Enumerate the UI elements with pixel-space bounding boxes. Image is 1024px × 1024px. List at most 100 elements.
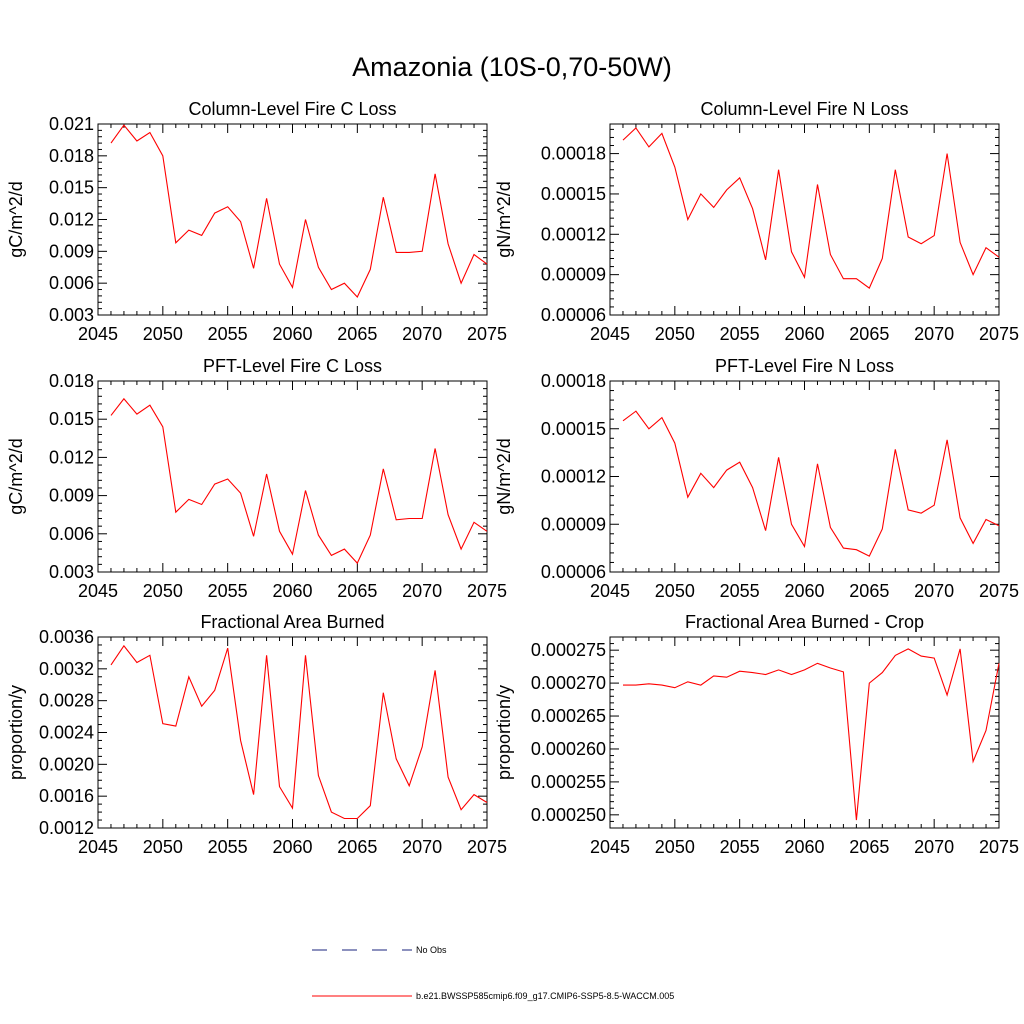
data-point bbox=[959, 241, 961, 243]
legend-no-obs-label: No Obs bbox=[416, 945, 447, 955]
x-tick-label: 2060 bbox=[272, 581, 312, 601]
data-point bbox=[933, 234, 935, 236]
y-tick-label: 0.015 bbox=[49, 178, 94, 198]
data-point bbox=[421, 746, 423, 748]
x-tick-label: 2060 bbox=[272, 324, 312, 344]
data-point bbox=[790, 251, 792, 253]
data-point bbox=[972, 760, 974, 762]
data-point bbox=[985, 247, 987, 249]
data-point bbox=[674, 687, 676, 689]
x-tick-label: 2065 bbox=[849, 581, 889, 601]
x-tick-label: 2070 bbox=[914, 324, 954, 344]
data-point bbox=[304, 654, 306, 656]
x-tick-label: 2055 bbox=[720, 581, 760, 601]
x-tick-label: 2050 bbox=[655, 581, 695, 601]
legend-model-label: b.e21.BWSSP585cmip6.f09_g17.CMIP6-SSP5-8… bbox=[416, 991, 674, 1001]
data-point bbox=[395, 519, 397, 521]
y-tick-label: 0.018 bbox=[49, 146, 94, 166]
data-point bbox=[920, 655, 922, 657]
data-point bbox=[434, 447, 436, 449]
data-point bbox=[959, 517, 961, 519]
y-axis-label: proportion/y bbox=[6, 685, 26, 780]
data-point bbox=[214, 483, 216, 485]
data-point bbox=[829, 526, 831, 528]
data-point bbox=[421, 517, 423, 519]
series-line bbox=[622, 127, 1000, 289]
data-point bbox=[661, 684, 663, 686]
y-axis-label: proportion/y bbox=[494, 685, 514, 780]
y-tick-label: 0.0020 bbox=[39, 754, 94, 774]
y-tick-label: 0.00006 bbox=[541, 562, 606, 582]
series-line bbox=[110, 397, 488, 565]
panel-title: Fractional Area Burned - Crop bbox=[685, 612, 924, 632]
data-point bbox=[265, 654, 267, 656]
data-point bbox=[816, 183, 818, 185]
data-point bbox=[486, 530, 488, 532]
y-tick-label: 0.00006 bbox=[541, 305, 606, 325]
x-tick-label: 2050 bbox=[143, 837, 183, 857]
y-tick-label: 0.000275 bbox=[531, 640, 606, 660]
data-point bbox=[136, 140, 138, 142]
data-point bbox=[291, 553, 293, 555]
panel-title: Column-Level Fire N Loss bbox=[700, 99, 908, 119]
data-point bbox=[635, 410, 637, 412]
series-line bbox=[622, 410, 1000, 557]
data-point bbox=[473, 793, 475, 795]
plot-frame bbox=[97, 380, 488, 573]
data-point bbox=[188, 676, 190, 678]
data-point bbox=[175, 242, 177, 244]
data-point bbox=[239, 492, 241, 494]
x-tick-label: 2055 bbox=[208, 837, 248, 857]
y-tick-label: 0.003 bbox=[49, 305, 94, 325]
y-tick-label: 0.021 bbox=[49, 114, 94, 134]
data-point bbox=[317, 534, 319, 536]
data-point bbox=[881, 528, 883, 530]
data-point bbox=[907, 509, 909, 511]
data-point bbox=[356, 562, 358, 564]
data-point bbox=[123, 398, 125, 400]
x-tick-label: 2055 bbox=[720, 324, 760, 344]
data-point bbox=[447, 243, 449, 245]
y-axis-label: gN/m^2/d bbox=[494, 181, 514, 257]
data-point bbox=[460, 808, 462, 810]
data-point bbox=[738, 670, 740, 672]
y-tick-label: 0.00009 bbox=[541, 265, 606, 285]
data-point bbox=[162, 426, 164, 428]
chart-panels: Column-Level Fire C Loss gC/m^2/d 2045 2050… bbox=[6, 99, 1019, 857]
x-tick-label: 2045 bbox=[78, 837, 118, 857]
y-tick-label: 0.003 bbox=[49, 562, 94, 582]
data-point bbox=[304, 218, 306, 220]
y-tick-label: 0.009 bbox=[49, 241, 94, 261]
data-point bbox=[972, 542, 974, 544]
y-tick-label: 0.0024 bbox=[39, 723, 94, 743]
data-point bbox=[946, 694, 948, 696]
y-tick-label: 0.000265 bbox=[531, 706, 606, 726]
data-point bbox=[648, 428, 650, 430]
data-point bbox=[382, 468, 384, 470]
data-point bbox=[434, 669, 436, 671]
chart-panel: Fractional Area Burned proportion/y 2045 20… bbox=[6, 612, 507, 857]
y-tick-label: 0.00009 bbox=[541, 514, 606, 534]
series-line bbox=[623, 648, 1000, 821]
plot-frame bbox=[609, 636, 1000, 829]
data-point bbox=[829, 667, 831, 669]
data-point bbox=[998, 662, 1000, 664]
data-point bbox=[842, 671, 844, 673]
chart-panel: Column-Level Fire C Loss gC/m^2/d 2045 2050… bbox=[6, 99, 507, 344]
x-tick-label: 2075 bbox=[467, 581, 507, 601]
x-tick-label: 2045 bbox=[590, 837, 630, 857]
data-point bbox=[881, 671, 883, 673]
data-point bbox=[239, 739, 241, 741]
x-tick-label: 2045 bbox=[78, 324, 118, 344]
y-tick-label: 0.00012 bbox=[541, 224, 606, 244]
data-point bbox=[188, 229, 190, 231]
data-point bbox=[959, 648, 961, 650]
y-axis-label: gC/m^2/d bbox=[6, 438, 26, 514]
data-point bbox=[803, 276, 805, 278]
data-point bbox=[369, 805, 371, 807]
y-tick-label: 0.00018 bbox=[541, 144, 606, 164]
data-point bbox=[136, 661, 138, 663]
x-tick-label: 2070 bbox=[402, 324, 442, 344]
x-tick-label: 2070 bbox=[402, 581, 442, 601]
data-point bbox=[829, 253, 831, 255]
